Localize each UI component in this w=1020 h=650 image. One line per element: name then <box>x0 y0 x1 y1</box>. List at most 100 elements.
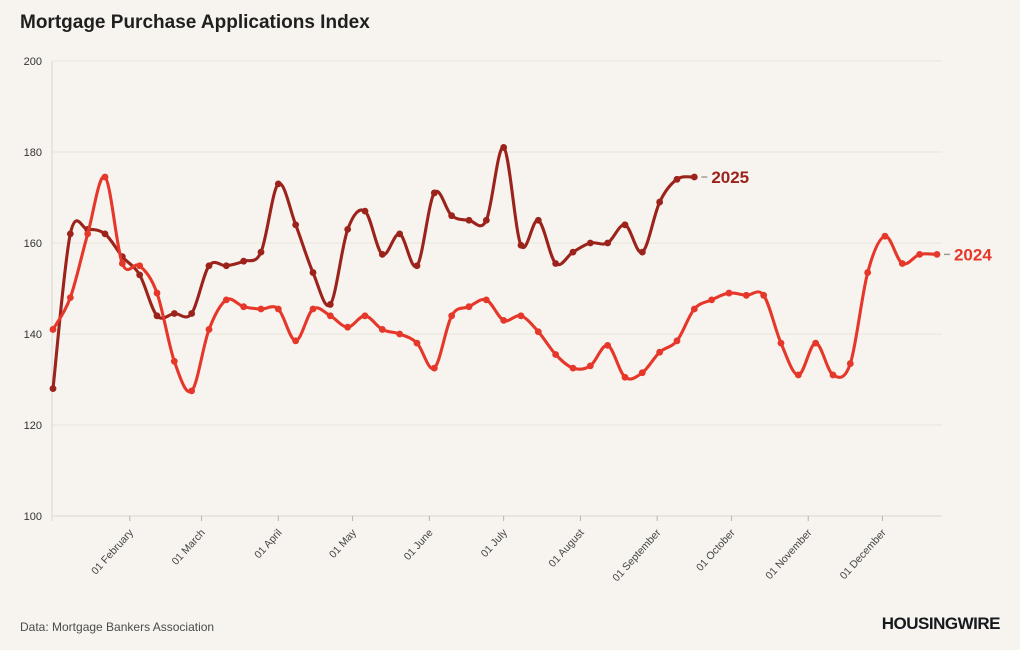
data-point-2025[interactable] <box>517 241 525 249</box>
data-point-2024[interactable] <box>413 339 421 347</box>
data-point-2024[interactable] <box>153 289 161 297</box>
data-point-2025[interactable] <box>205 262 213 270</box>
data-point-2024[interactable] <box>101 173 109 181</box>
data-point-2024[interactable] <box>569 364 577 372</box>
data-point-2024[interactable] <box>500 316 508 324</box>
data-point-2024[interactable] <box>604 341 612 349</box>
data-point-2025[interactable] <box>344 225 352 233</box>
data-point-2024[interactable] <box>170 357 178 365</box>
data-point-2025[interactable] <box>292 221 300 229</box>
x-tick-label: 01 August <box>546 527 586 570</box>
data-point-2024[interactable] <box>448 312 456 320</box>
x-tick-label: 01 May <box>327 526 359 560</box>
data-point-2025[interactable] <box>673 175 681 183</box>
data-point-2025[interactable] <box>240 257 248 265</box>
data-point-2025[interactable] <box>153 312 161 320</box>
data-point-2024[interactable] <box>690 305 698 313</box>
data-point-2024[interactable] <box>881 232 889 240</box>
data-point-2024[interactable] <box>534 328 542 336</box>
data-point-2025[interactable] <box>222 262 230 270</box>
data-point-2024[interactable] <box>465 303 473 311</box>
data-point-2024[interactable] <box>812 339 820 347</box>
data-point-2024[interactable] <box>725 289 733 297</box>
data-point-2024[interactable] <box>933 250 941 258</box>
data-point-2025[interactable] <box>552 260 560 267</box>
data-point-2024[interactable] <box>430 364 438 372</box>
series-end-label-2024: 2024 <box>954 245 992 264</box>
data-point-2025[interactable] <box>430 189 438 197</box>
data-point-2025[interactable] <box>569 248 577 256</box>
data-point-2024[interactable] <box>777 339 785 347</box>
data-point-2025[interactable] <box>378 250 386 258</box>
data-point-2024[interactable] <box>846 360 854 367</box>
data-point-2024[interactable] <box>864 269 872 276</box>
data-point-2025[interactable] <box>604 239 612 247</box>
data-point-2024[interactable] <box>326 312 334 320</box>
data-point-2025[interactable] <box>690 173 698 181</box>
data-point-2024[interactable] <box>344 323 352 331</box>
data-point-2025[interactable] <box>500 144 508 151</box>
data-point-2025[interactable] <box>413 262 421 270</box>
data-point-2024[interactable] <box>66 294 74 301</box>
y-tick-label: 200 <box>24 56 42 68</box>
data-point-2025[interactable] <box>396 230 404 238</box>
data-point-2024[interactable] <box>829 371 837 379</box>
data-point-2024[interactable] <box>361 312 369 320</box>
data-point-2024[interactable] <box>84 230 92 238</box>
data-point-2024[interactable] <box>118 260 126 267</box>
data-point-2024[interactable] <box>482 296 490 304</box>
data-point-2024[interactable] <box>49 326 57 333</box>
data-point-2025[interactable] <box>274 180 282 188</box>
data-point-2025[interactable] <box>586 239 594 247</box>
data-point-2025[interactable] <box>621 221 629 229</box>
data-point-2025[interactable] <box>257 248 265 256</box>
data-point-2024[interactable] <box>708 296 716 304</box>
y-tick-label: 180 <box>24 147 42 159</box>
data-point-2024[interactable] <box>517 312 525 320</box>
data-point-2024[interactable] <box>309 305 317 313</box>
data-point-2024[interactable] <box>205 326 213 333</box>
data-point-2024[interactable] <box>396 330 404 338</box>
data-point-2025[interactable] <box>136 271 144 279</box>
data-point-2024[interactable] <box>292 337 300 345</box>
data-point-2025[interactable] <box>49 385 57 392</box>
data-point-2024[interactable] <box>222 296 230 304</box>
data-point-2024[interactable] <box>552 351 560 358</box>
data-point-2025[interactable] <box>101 230 109 238</box>
x-tick-label: 01 December <box>838 527 889 582</box>
data-point-2024[interactable] <box>673 337 681 345</box>
data-point-2024[interactable] <box>656 348 664 356</box>
data-point-2025[interactable] <box>448 212 456 220</box>
data-point-2025[interactable] <box>534 216 542 224</box>
data-point-2025[interactable] <box>170 310 178 317</box>
data-point-2025[interactable] <box>326 301 334 308</box>
data-point-2024[interactable] <box>257 305 265 313</box>
data-point-2024[interactable] <box>638 369 646 377</box>
data-point-2025[interactable] <box>309 269 317 276</box>
data-point-2025[interactable] <box>482 216 490 224</box>
data-point-2025[interactable] <box>361 207 369 215</box>
x-tick-label: 01 June <box>402 527 436 563</box>
data-point-2024[interactable] <box>274 305 282 313</box>
x-tick-label: 01 April <box>252 527 284 561</box>
data-point-2024[interactable] <box>898 260 906 267</box>
data-point-2024[interactable] <box>136 262 144 270</box>
series-end-label-2025: 2025 <box>711 168 749 187</box>
data-point-2024[interactable] <box>188 387 196 395</box>
data-point-2024[interactable] <box>794 371 802 379</box>
data-point-2024[interactable] <box>240 303 248 311</box>
data-point-2024[interactable] <box>378 326 386 333</box>
y-tick-label: 140 <box>24 329 42 341</box>
series-line-2024 <box>51 175 939 394</box>
data-point-2024[interactable] <box>916 250 924 258</box>
data-point-2025[interactable] <box>188 310 196 317</box>
data-point-2024[interactable] <box>621 373 629 381</box>
x-tick-label: 01 September <box>610 527 663 584</box>
data-point-2025[interactable] <box>638 248 646 256</box>
data-point-2025[interactable] <box>656 198 664 206</box>
data-point-2025[interactable] <box>465 216 473 224</box>
data-point-2024[interactable] <box>760 291 768 299</box>
data-point-2025[interactable] <box>66 230 74 238</box>
data-point-2024[interactable] <box>586 362 594 370</box>
data-point-2024[interactable] <box>742 291 750 299</box>
